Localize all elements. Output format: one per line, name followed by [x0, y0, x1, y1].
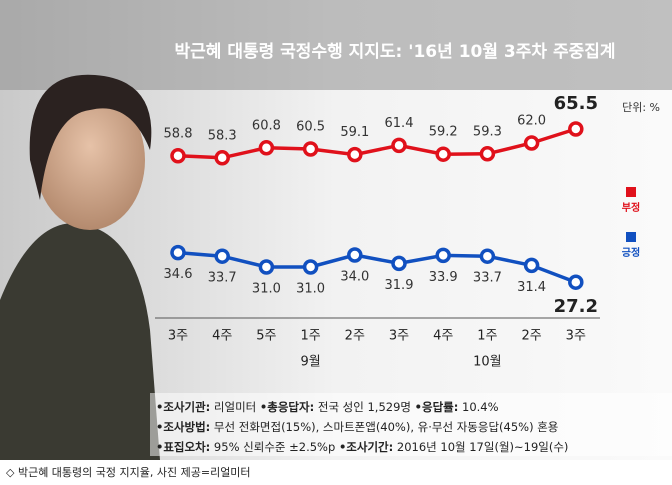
x-tick-label: 3주 [389, 329, 409, 344]
legend-label: 긍정 [622, 246, 640, 259]
note-line: •조사방법: 무선 전화면접(15%), 스마트폰앱(40%), 유·무선 자동… [156, 420, 558, 434]
point [347, 247, 363, 263]
data-label: 61.4 [385, 116, 414, 131]
note-line: •표집오차: 95% 신뢰수준 ±2.5%p •조사기간: 2016년 10월 … [156, 440, 568, 454]
note-text: 10.4% [458, 400, 498, 414]
data-label: 31.0 [252, 282, 281, 297]
point [568, 121, 584, 137]
point [258, 259, 275, 275]
note-text: 리얼미터 [210, 400, 260, 414]
data-label: 31.0 [296, 282, 325, 297]
point [479, 248, 496, 264]
point [435, 247, 451, 264]
legend-label: 부정 [622, 201, 640, 214]
note-text: 2016년 10월 17일(월)~19일(수) [393, 440, 568, 454]
data-label: 59.1 [340, 125, 369, 140]
x-tick-label: 2주 [345, 329, 365, 344]
note-text: 전국 성인 1,529명 [314, 400, 414, 414]
data-label: 60.8 [252, 118, 281, 133]
point [523, 135, 540, 151]
data-label: 58.8 [164, 126, 193, 141]
x-tick-label: 2주 [521, 329, 541, 344]
x-tick-label: 1주 [477, 329, 497, 344]
note-text: 95% 신뢰수준 ±2.5%p [210, 440, 339, 454]
point [523, 257, 540, 274]
note-label: •조사기간: [339, 440, 393, 454]
note-label: •조사방법: [156, 420, 210, 434]
month-label: 9월 [300, 355, 320, 370]
data-label: 60.5 [296, 120, 325, 135]
point [170, 244, 186, 261]
point [479, 146, 496, 162]
caption: ◇ 박근혜 대통령의 국정 지지율, 사진 제공=리얼미터 [6, 465, 251, 479]
point [347, 146, 363, 163]
note-label: •총응답자: [260, 400, 314, 414]
data-label: 33.7 [208, 271, 237, 286]
data-label: 27.2 [554, 296, 598, 317]
note-label: •응답률: [415, 400, 459, 414]
data-label: 59.3 [473, 124, 502, 139]
data-label: 58.3 [208, 128, 237, 143]
x-tick-label: 5주 [256, 329, 276, 344]
chart-title: 박근혜 대통령 국정수행 지지도: '16년 10월 3주차 주중집계 [174, 41, 615, 62]
note-text: 무선 전화면접(15%), 스마트폰앱(40%), 유·무선 자동응답(45%)… [210, 420, 558, 434]
x-tick-label: 4주 [212, 329, 232, 344]
data-label: 33.7 [473, 271, 502, 286]
data-label: 31.9 [385, 278, 414, 293]
point [214, 248, 230, 264]
series-line [177, 250, 577, 284]
legend-swatch [626, 187, 636, 197]
note-label: •조사기관: [156, 400, 210, 414]
x-tick-label: 3주 [566, 329, 586, 344]
x-tick-label: 3주 [168, 329, 188, 344]
data-label: 31.4 [517, 280, 546, 295]
data-label: 34.0 [340, 270, 369, 285]
point [391, 137, 407, 154]
data-label: 62.0 [517, 114, 546, 129]
point [435, 146, 451, 162]
month-label: 10월 [473, 355, 502, 370]
notes-band [150, 393, 672, 456]
photo [0, 74, 160, 460]
note-line: •조사기관: 리얼미터 •총응답자: 전국 성인 1,529명 •응답률: 10… [156, 400, 499, 414]
point [568, 274, 584, 290]
header-band [0, 0, 672, 90]
point [302, 141, 319, 157]
data-label: 34.6 [164, 267, 193, 282]
point [170, 148, 186, 164]
legend-swatch [626, 232, 636, 242]
point [302, 259, 319, 275]
series-line [177, 127, 577, 160]
data-label: 59.2 [429, 125, 458, 140]
data-label: 65.5 [554, 93, 598, 114]
data-label: 33.9 [429, 270, 458, 285]
unit-label: 단위: % [622, 101, 660, 114]
note-label: •표집오차: [156, 440, 210, 454]
x-tick-label: 4주 [433, 329, 453, 344]
point [391, 255, 407, 272]
x-tick-label: 1주 [300, 329, 320, 344]
point [214, 150, 230, 166]
point [258, 140, 275, 156]
